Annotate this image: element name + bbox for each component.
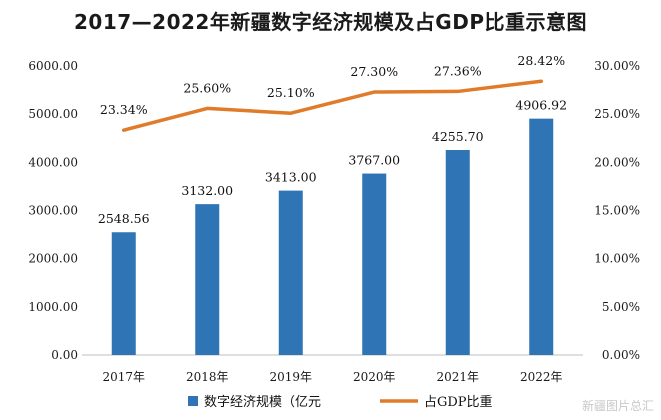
left-axis-tick-label: 1000.00 xyxy=(28,300,78,314)
right-axis-tick-label: 20.00% xyxy=(594,155,640,169)
left-axis-tick-label: 0.00 xyxy=(51,348,78,362)
bar-series xyxy=(111,118,554,355)
bar-data-label: 4906.92 xyxy=(515,98,567,113)
left-axis-tick-label: 4000.00 xyxy=(28,155,78,169)
legend-label-bar: 数字经济规模（亿元 xyxy=(204,395,321,410)
right-axis-tick-label: 5.00% xyxy=(602,300,640,314)
x-axis-tick-label: 2020年 xyxy=(353,370,396,384)
bar xyxy=(529,118,554,355)
bar xyxy=(362,173,387,355)
line-data-label: 25.60% xyxy=(183,80,231,95)
line-data-label: 27.36% xyxy=(434,63,482,78)
right-axis-tick-label: 10.00% xyxy=(594,252,640,266)
x-axis-tick-label: 2018年 xyxy=(186,370,229,384)
bar-data-label: 3413.00 xyxy=(265,170,317,185)
left-axis-tick-label: 6000.00 xyxy=(28,59,78,73)
bar xyxy=(445,150,470,355)
bar-data-label: 2548.56 xyxy=(98,211,150,226)
x-axis-tick-label: 2017年 xyxy=(102,370,145,384)
bar-data-label: 3767.00 xyxy=(348,153,400,168)
x-axis-tick-label: 2021年 xyxy=(436,370,479,384)
left-axis-ticks: 0.00 1000.00 2000.00 3000.00 4000.00 5000.00 6… xyxy=(28,59,78,362)
right-axis-tick-label: 0.00% xyxy=(602,348,640,362)
line-point xyxy=(456,89,460,93)
line-point xyxy=(539,79,543,83)
bar xyxy=(111,232,136,355)
line-data-label: 25.10% xyxy=(267,85,315,100)
right-axis-tick-label: 15.00% xyxy=(594,204,640,218)
line-point xyxy=(205,106,209,110)
right-axis-tick-label: 30.00% xyxy=(594,59,640,73)
line-point xyxy=(289,111,293,115)
legend-label-line: 占GDP比重 xyxy=(424,394,493,410)
right-axis-tick-label: 25.00% xyxy=(594,107,640,121)
line-point xyxy=(122,128,126,132)
right-axis-ticks: 0.00% 5.00% 10.00% 15.00% 20.00% 25.00% 30.00% xyxy=(594,59,640,362)
left-axis-tick-label: 5000.00 xyxy=(28,107,78,121)
watermark: 新疆图片总汇 xyxy=(582,398,654,413)
line-data-label: 28.42% xyxy=(517,53,565,68)
bar-data-labels: 2548.56 3132.00 3413.00 3767.00 4255.70 4906.… xyxy=(98,98,567,227)
line-data-labels: 23.34% 25.60% 25.10% 27.30% 27.36% 28.42% xyxy=(100,53,565,117)
bar xyxy=(278,190,303,355)
line-series xyxy=(122,79,543,132)
line-path xyxy=(122,79,543,132)
x-axis-tick-label: 2022年 xyxy=(520,370,563,384)
bar xyxy=(195,204,220,355)
legend-swatch-bar xyxy=(188,396,198,406)
bar-data-label: 3132.00 xyxy=(181,183,233,198)
line-point xyxy=(372,90,376,94)
chart-title: 2017—2022年新疆数字经济规模及占GDP比重示意图 xyxy=(73,10,587,34)
line-data-label: 23.34% xyxy=(100,102,148,117)
x-axis-ticks: 2017年 2018年 2019年 2020年 2021年 2022年 xyxy=(102,370,562,384)
left-axis-tick-label: 2000.00 xyxy=(28,252,78,266)
left-axis-tick-label: 3000.00 xyxy=(28,204,78,218)
line-data-label: 27.30% xyxy=(350,64,398,79)
bar-data-label: 4255.70 xyxy=(432,129,484,144)
legend: 数字经济规模（亿元 占GDP比重 xyxy=(188,394,493,410)
x-axis-tick-label: 2019年 xyxy=(269,370,312,384)
